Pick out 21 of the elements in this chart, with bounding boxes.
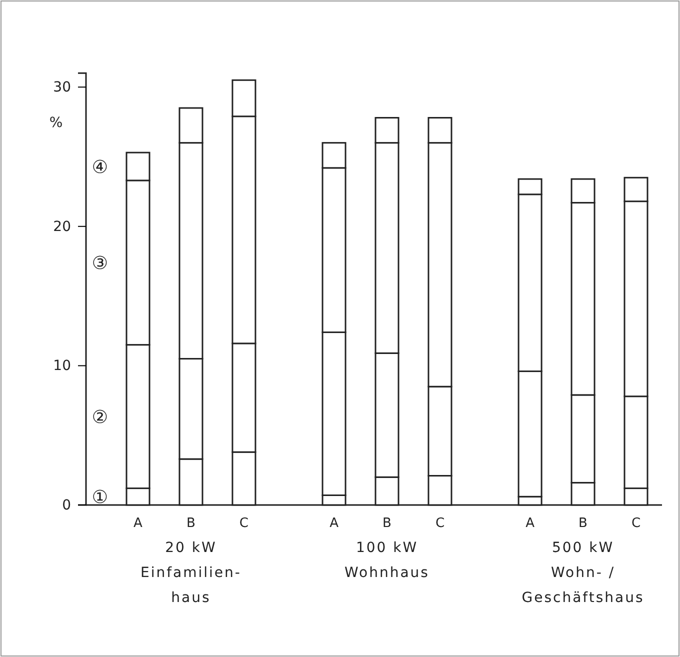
text: 20 kW Einfamilien- haus [140, 540, 242, 606]
y-axis-title: % [49, 115, 63, 132]
y-tick-label: 10 [53, 358, 71, 374]
x-tick-label: A [134, 516, 143, 531]
x-tick-label: B [578, 516, 588, 531]
x-tick-label: B [186, 516, 196, 531]
x-tick-label: C [239, 516, 248, 531]
x-tick-label: C [631, 516, 641, 531]
x-tick-label: B [382, 516, 392, 531]
series-label: ④ [92, 156, 108, 178]
y-tick-label: 20 [53, 218, 71, 235]
y-tick-label: 0 [62, 497, 71, 514]
x-tick-label: C [435, 516, 445, 531]
x-tick-label: A [330, 516, 339, 531]
x-tick-label: A [526, 516, 535, 531]
text: 500 kW Wohn- / Geschäftshaus [522, 540, 644, 606]
series-label: ① [92, 486, 108, 508]
series-label: ② [92, 406, 108, 428]
y-tick-label: 30 [53, 80, 71, 96]
series-label: ③ [92, 252, 108, 274]
text: 100 kW Wohnhaus [344, 540, 430, 581]
